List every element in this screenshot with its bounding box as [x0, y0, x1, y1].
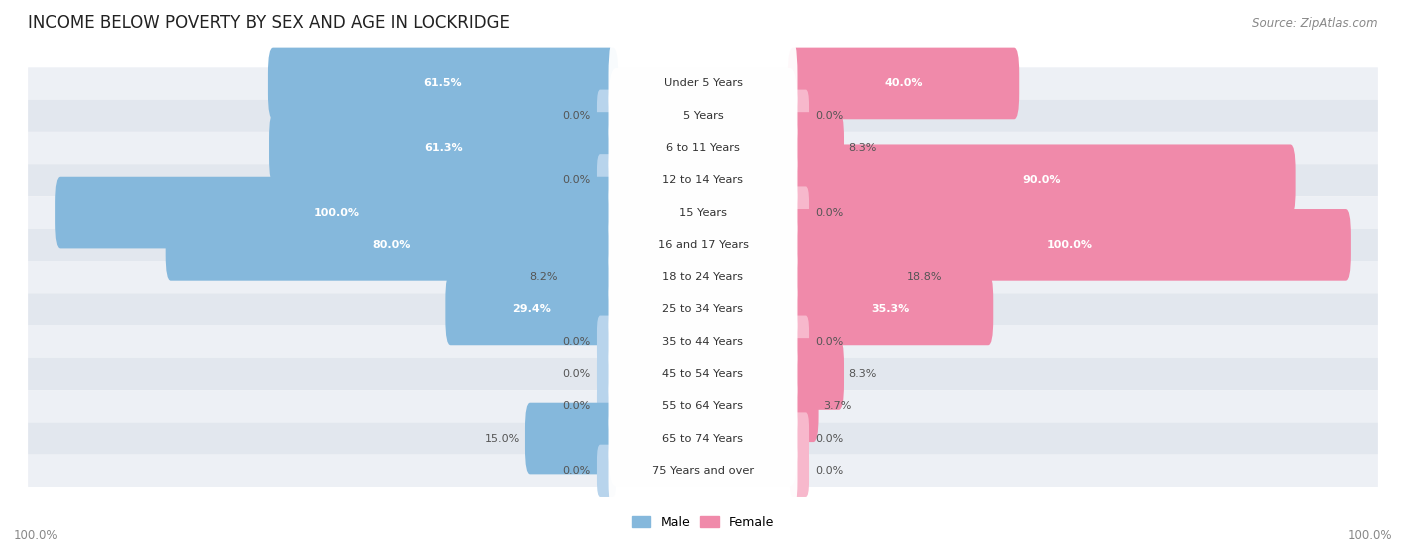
Text: 0.0%: 0.0% — [562, 337, 591, 347]
FancyBboxPatch shape — [787, 273, 993, 345]
FancyBboxPatch shape — [598, 315, 616, 368]
FancyBboxPatch shape — [269, 112, 619, 184]
Text: 0.0%: 0.0% — [562, 401, 591, 411]
Legend: Male, Female: Male, Female — [627, 510, 779, 533]
Text: 40.0%: 40.0% — [884, 78, 922, 88]
FancyBboxPatch shape — [609, 262, 797, 357]
FancyBboxPatch shape — [598, 89, 616, 142]
Text: 0.0%: 0.0% — [815, 466, 844, 476]
Text: 61.5%: 61.5% — [423, 78, 463, 88]
FancyBboxPatch shape — [790, 444, 808, 497]
Text: 35.3%: 35.3% — [872, 305, 910, 314]
Text: 0.0%: 0.0% — [562, 369, 591, 379]
FancyBboxPatch shape — [609, 100, 797, 196]
FancyBboxPatch shape — [609, 391, 797, 486]
FancyBboxPatch shape — [28, 454, 1378, 487]
FancyBboxPatch shape — [28, 358, 1378, 390]
FancyBboxPatch shape — [28, 67, 1378, 100]
Text: 8.3%: 8.3% — [848, 143, 877, 153]
Text: 15.0%: 15.0% — [485, 434, 520, 443]
Text: 16 and 17 Years: 16 and 17 Years — [658, 240, 748, 250]
FancyBboxPatch shape — [562, 241, 619, 313]
Text: 25 to 34 Years: 25 to 34 Years — [662, 305, 744, 314]
Text: 29.4%: 29.4% — [512, 305, 551, 314]
FancyBboxPatch shape — [787, 144, 1295, 216]
FancyBboxPatch shape — [787, 241, 903, 313]
Text: Under 5 Years: Under 5 Years — [664, 78, 742, 88]
FancyBboxPatch shape — [598, 154, 616, 206]
Text: 6 to 11 Years: 6 to 11 Years — [666, 143, 740, 153]
FancyBboxPatch shape — [28, 423, 1378, 454]
Text: 5 Years: 5 Years — [683, 111, 723, 121]
FancyBboxPatch shape — [28, 261, 1378, 293]
Text: 100.0%: 100.0% — [1347, 529, 1392, 542]
Text: 8.2%: 8.2% — [530, 272, 558, 282]
FancyBboxPatch shape — [609, 423, 797, 519]
FancyBboxPatch shape — [790, 413, 808, 465]
Text: 0.0%: 0.0% — [562, 176, 591, 185]
FancyBboxPatch shape — [524, 402, 619, 475]
Text: 15 Years: 15 Years — [679, 207, 727, 217]
Text: 0.0%: 0.0% — [562, 466, 591, 476]
FancyBboxPatch shape — [787, 209, 1351, 281]
FancyBboxPatch shape — [609, 294, 797, 390]
FancyBboxPatch shape — [790, 89, 808, 142]
Text: 3.7%: 3.7% — [823, 401, 852, 411]
Text: 90.0%: 90.0% — [1022, 176, 1062, 185]
Text: 45 to 54 Years: 45 to 54 Years — [662, 369, 744, 379]
FancyBboxPatch shape — [609, 68, 797, 164]
Text: INCOME BELOW POVERTY BY SEX AND AGE IN LOCKRIDGE: INCOME BELOW POVERTY BY SEX AND AGE IN L… — [28, 14, 510, 32]
Text: 18 to 24 Years: 18 to 24 Years — [662, 272, 744, 282]
FancyBboxPatch shape — [609, 132, 797, 228]
Text: 65 to 74 Years: 65 to 74 Years — [662, 434, 744, 443]
Text: 0.0%: 0.0% — [815, 434, 844, 443]
FancyBboxPatch shape — [609, 197, 797, 292]
FancyBboxPatch shape — [598, 348, 616, 400]
FancyBboxPatch shape — [787, 112, 844, 184]
Text: 12 to 14 Years: 12 to 14 Years — [662, 176, 744, 185]
Text: 0.0%: 0.0% — [815, 111, 844, 121]
FancyBboxPatch shape — [609, 229, 797, 325]
FancyBboxPatch shape — [269, 48, 619, 119]
FancyBboxPatch shape — [787, 371, 818, 442]
FancyBboxPatch shape — [598, 380, 616, 433]
FancyBboxPatch shape — [609, 358, 797, 454]
FancyBboxPatch shape — [28, 100, 1378, 132]
Text: 75 Years and over: 75 Years and over — [652, 466, 754, 476]
Text: 100.0%: 100.0% — [14, 529, 59, 542]
FancyBboxPatch shape — [790, 315, 808, 368]
FancyBboxPatch shape — [28, 325, 1378, 358]
FancyBboxPatch shape — [609, 36, 797, 131]
Text: 100.0%: 100.0% — [314, 207, 360, 217]
FancyBboxPatch shape — [598, 444, 616, 497]
FancyBboxPatch shape — [28, 164, 1378, 196]
FancyBboxPatch shape — [28, 196, 1378, 229]
FancyBboxPatch shape — [787, 338, 844, 410]
Text: Source: ZipAtlas.com: Source: ZipAtlas.com — [1253, 17, 1378, 30]
FancyBboxPatch shape — [446, 273, 619, 345]
FancyBboxPatch shape — [787, 48, 1019, 119]
FancyBboxPatch shape — [166, 209, 619, 281]
FancyBboxPatch shape — [28, 390, 1378, 423]
FancyBboxPatch shape — [609, 165, 797, 260]
Text: 61.3%: 61.3% — [425, 143, 463, 153]
FancyBboxPatch shape — [28, 293, 1378, 325]
FancyBboxPatch shape — [28, 229, 1378, 261]
Text: 80.0%: 80.0% — [373, 240, 411, 250]
FancyBboxPatch shape — [609, 326, 797, 421]
FancyBboxPatch shape — [790, 187, 808, 239]
Text: 0.0%: 0.0% — [815, 337, 844, 347]
Text: 18.8%: 18.8% — [907, 272, 942, 282]
Text: 35 to 44 Years: 35 to 44 Years — [662, 337, 744, 347]
Text: 8.3%: 8.3% — [848, 369, 877, 379]
Text: 0.0%: 0.0% — [562, 111, 591, 121]
FancyBboxPatch shape — [55, 177, 619, 248]
Text: 100.0%: 100.0% — [1046, 240, 1092, 250]
FancyBboxPatch shape — [28, 132, 1378, 164]
Text: 55 to 64 Years: 55 to 64 Years — [662, 401, 744, 411]
Text: 0.0%: 0.0% — [815, 207, 844, 217]
